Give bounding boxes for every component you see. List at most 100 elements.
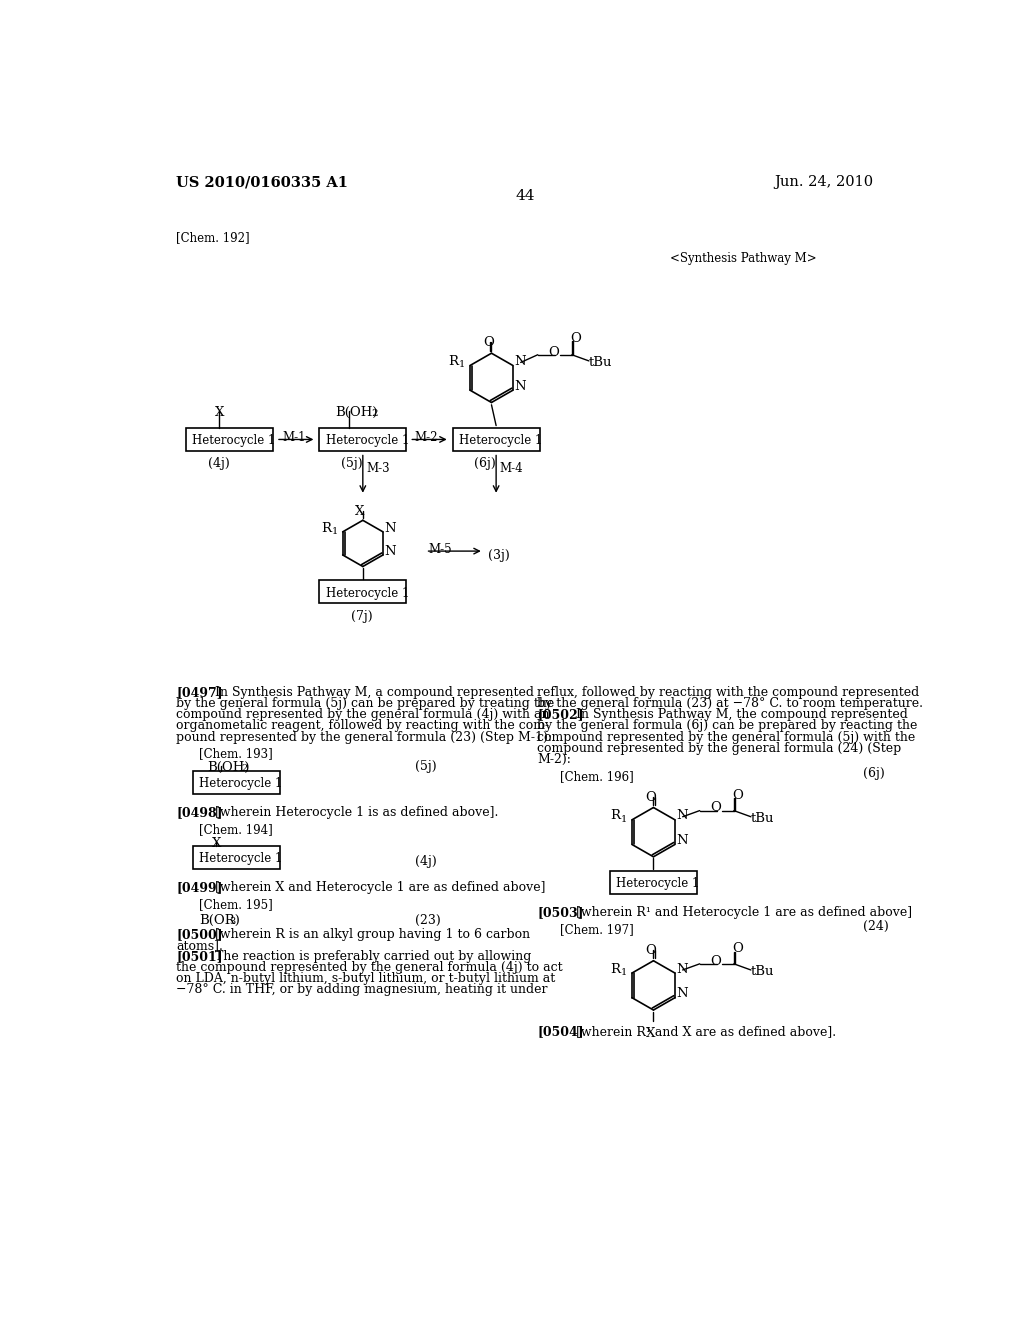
Text: N: N [384, 521, 396, 535]
Text: M-2):: M-2): [538, 752, 571, 766]
Text: [0500]: [0500] [176, 928, 222, 941]
Text: −78° C. in THF, or by adding magnesium, heating it under: −78° C. in THF, or by adding magnesium, … [176, 983, 548, 997]
Text: 44: 44 [515, 189, 535, 203]
Text: (6j): (6j) [474, 457, 497, 470]
Text: Heterocycle 1: Heterocycle 1 [326, 586, 409, 599]
Text: (6j): (6j) [862, 767, 885, 780]
Text: (3j): (3j) [487, 549, 509, 562]
Text: atoms].: atoms]. [176, 939, 223, 952]
Text: 2: 2 [241, 764, 248, 774]
Text: [0502]: [0502] [538, 708, 584, 721]
Text: N: N [514, 380, 526, 393]
Text: tBu: tBu [751, 812, 774, 825]
Text: R: R [610, 809, 621, 822]
Text: (4j): (4j) [415, 855, 436, 869]
Bar [194, 771, 280, 793]
Text: compound represented by the general formula (5j) with the: compound represented by the general form… [538, 730, 915, 743]
Text: [0504]: [0504] [538, 1026, 584, 1039]
Bar [319, 581, 407, 603]
Text: [0498]: [0498] [176, 807, 222, 818]
Text: M-5: M-5 [428, 544, 452, 557]
Text: X: X [215, 407, 224, 420]
Text: Heterocycle 1: Heterocycle 1 [200, 853, 283, 865]
Text: O: O [710, 801, 721, 814]
Text: [wherein X and Heterocycle 1 are as defined above]: [wherein X and Heterocycle 1 are as defi… [215, 882, 546, 895]
Text: X: X [355, 506, 365, 517]
Text: Heterocycle 1: Heterocycle 1 [193, 434, 275, 447]
Text: 3: 3 [228, 917, 234, 925]
Text: [0503]: [0503] [538, 906, 584, 919]
Text: [Chem. 197]: [Chem. 197] [560, 923, 634, 936]
Text: US 2010/0160335 A1: US 2010/0160335 A1 [176, 176, 348, 189]
Text: the compound represented by the general formula (4j) to act: the compound represented by the general … [176, 961, 562, 974]
Text: In Synthesis Pathway M, the compound represented: In Synthesis Pathway M, the compound rep… [575, 708, 908, 721]
Text: N: N [677, 962, 688, 975]
Text: N: N [384, 545, 396, 557]
Text: (5j): (5j) [341, 457, 362, 470]
Bar [610, 871, 697, 894]
Text: O: O [483, 337, 494, 350]
Text: [0499]: [0499] [176, 882, 222, 895]
Text: O: O [645, 791, 655, 804]
Bar [194, 846, 280, 869]
Text: [Chem. 194]: [Chem. 194] [200, 822, 273, 836]
Text: (24): (24) [862, 920, 889, 933]
Text: O: O [570, 331, 582, 345]
Text: N: N [677, 834, 688, 847]
Text: M-1: M-1 [283, 430, 306, 444]
Text: organometalic reagent, followed by reacting with the com-: organometalic reagent, followed by react… [176, 719, 549, 733]
Bar [186, 428, 273, 451]
Text: M-2: M-2 [414, 430, 437, 444]
Text: N: N [514, 355, 526, 368]
Text: tBu: tBu [589, 356, 612, 370]
Text: tBu: tBu [751, 965, 774, 978]
Text: by the general formula (6j) can be prepared by reacting the: by the general formula (6j) can be prepa… [538, 719, 918, 733]
Text: O: O [548, 346, 559, 359]
Text: 1: 1 [459, 360, 465, 370]
Text: (23): (23) [415, 913, 440, 927]
Text: 1: 1 [332, 527, 338, 536]
Text: 1: 1 [622, 968, 628, 977]
Text: on LDA, n-butyl lithium, s-butyl lithium, or t-butyl lithium at: on LDA, n-butyl lithium, s-butyl lithium… [176, 973, 555, 985]
Bar [453, 428, 540, 451]
Text: (5j): (5j) [415, 760, 436, 772]
Text: [wherein Heterocycle 1 is as defined above].: [wherein Heterocycle 1 is as defined abo… [215, 807, 498, 818]
Text: In Synthesis Pathway M, a compound represented: In Synthesis Pathway M, a compound repre… [215, 686, 534, 698]
Text: [Chem. 192]: [Chem. 192] [176, 231, 250, 244]
Text: [wherein R¹ and X are as defined above].: [wherein R¹ and X are as defined above]. [575, 1026, 836, 1039]
Text: M-3: M-3 [366, 462, 389, 475]
Text: [Chem. 193]: [Chem. 193] [200, 747, 273, 760]
Text: M-4: M-4 [500, 462, 523, 475]
Text: <Synthesis Pathway M>: <Synthesis Pathway M> [671, 252, 817, 265]
Text: O: O [645, 944, 655, 957]
Text: (4j): (4j) [208, 457, 229, 470]
Text: compound represented by the general formula (4j) with an: compound represented by the general form… [176, 708, 550, 721]
Text: [0497]: [0497] [176, 686, 222, 698]
Text: [Chem. 196]: [Chem. 196] [560, 770, 634, 783]
Text: Jun. 24, 2010: Jun. 24, 2010 [774, 176, 873, 189]
Text: R: R [321, 521, 331, 535]
Text: B(OR): B(OR) [200, 913, 241, 927]
Text: B(OH): B(OH) [335, 407, 378, 420]
Text: O: O [710, 954, 721, 968]
Text: reflux, followed by reacting with the compound represented: reflux, followed by reacting with the co… [538, 686, 920, 698]
Text: 2: 2 [372, 409, 378, 418]
Text: 1: 1 [622, 814, 628, 824]
Text: N: N [677, 987, 688, 1001]
Text: The reaction is preferably carried out by allowing: The reaction is preferably carried out b… [215, 950, 531, 964]
Text: N: N [677, 809, 688, 822]
Text: Heterocycle 1: Heterocycle 1 [326, 434, 409, 447]
Text: Heterocycle 1: Heterocycle 1 [459, 434, 543, 447]
Text: (7j): (7j) [351, 610, 373, 623]
Text: X: X [212, 837, 221, 850]
Text: O: O [732, 942, 743, 956]
Text: R: R [610, 962, 621, 975]
Bar [319, 428, 407, 451]
Text: O: O [732, 789, 743, 803]
Text: [wherein R¹ and Heterocycle 1 are as defined above]: [wherein R¹ and Heterocycle 1 are as def… [575, 906, 912, 919]
Text: pound represented by the general formula (23) (Step M-1):: pound represented by the general formula… [176, 730, 552, 743]
Text: by the general formula (23) at −78° C. to room temperature.: by the general formula (23) at −78° C. t… [538, 697, 924, 710]
Text: X: X [646, 1027, 655, 1040]
Text: Heterocycle 1: Heterocycle 1 [200, 776, 283, 789]
Text: [0501]: [0501] [176, 950, 222, 964]
